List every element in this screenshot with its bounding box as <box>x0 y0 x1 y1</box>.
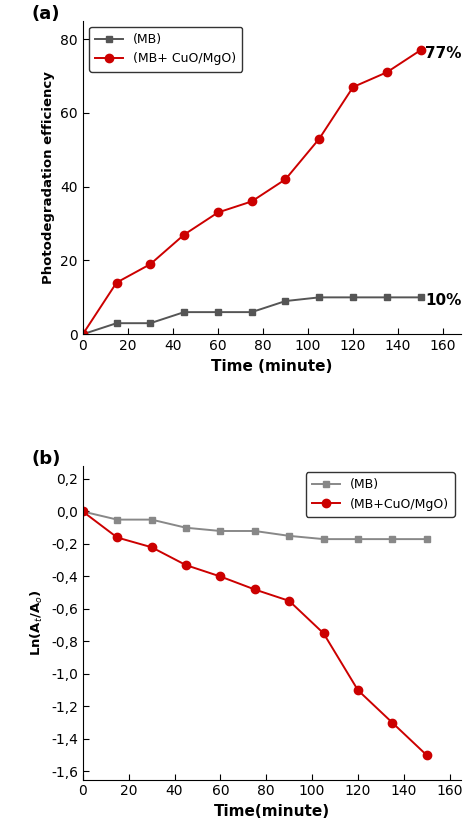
(MB+CuO/MgO) <box>149 542 154 552</box>
Text: 10%: 10% <box>425 293 462 308</box>
Y-axis label: Ln(A$_t$/A$_o$): Ln(A$_t$/A$_o$) <box>29 590 45 656</box>
(MB+CuO/MgO) <box>80 507 86 516</box>
(MB+ CuO/MgO) <box>316 134 322 144</box>
(MB) <box>215 307 221 317</box>
(MB) <box>286 531 292 541</box>
(MB) <box>252 526 258 536</box>
(MB+ CuO/MgO) <box>215 208 221 218</box>
(MB) <box>181 307 187 317</box>
(MB) <box>390 534 395 544</box>
Text: (b): (b) <box>32 450 61 469</box>
(MB) <box>249 307 254 317</box>
Line: (MB): (MB) <box>79 294 424 337</box>
Text: 77%: 77% <box>425 45 462 60</box>
(MB) <box>418 292 423 302</box>
(MB) <box>218 526 223 536</box>
(MB) <box>80 329 86 339</box>
Legend: (MB), (MB+ CuO/MgO): (MB), (MB+ CuO/MgO) <box>89 27 242 72</box>
(MB+CuO/MgO) <box>390 718 395 728</box>
(MB) <box>384 292 390 302</box>
Y-axis label: Photodegradation efficiency: Photodegradation efficiency <box>42 71 55 284</box>
(MB) <box>114 318 119 328</box>
(MB) <box>283 296 289 306</box>
(MB) <box>424 534 429 544</box>
(MB+ CuO/MgO) <box>148 259 153 269</box>
(MB+ CuO/MgO) <box>181 229 187 239</box>
(MB+CuO/MgO) <box>252 585 258 595</box>
(MB+CuO/MgO) <box>321 629 326 639</box>
(MB) <box>80 507 86 516</box>
(MB) <box>149 515 154 525</box>
(MB+ CuO/MgO) <box>418 45 423 55</box>
Line: (MB+ CuO/MgO): (MB+ CuO/MgO) <box>79 46 425 338</box>
(MB) <box>316 292 322 302</box>
(MB+ CuO/MgO) <box>350 82 356 92</box>
(MB+ CuO/MgO) <box>114 278 119 288</box>
(MB+CuO/MgO) <box>424 750 429 760</box>
(MB+CuO/MgO) <box>218 572 223 582</box>
Line: (MB): (MB) <box>79 508 430 543</box>
X-axis label: Time (minute): Time (minute) <box>211 359 333 374</box>
Line: (MB+CuO/MgO): (MB+CuO/MgO) <box>79 507 431 760</box>
(MB+CuO/MgO) <box>355 686 361 695</box>
(MB+ CuO/MgO) <box>80 329 86 339</box>
(MB+CuO/MgO) <box>286 596 292 606</box>
(MB) <box>350 292 356 302</box>
(MB+ CuO/MgO) <box>249 196 254 206</box>
(MB) <box>355 534 361 544</box>
(MB+CuO/MgO) <box>114 533 120 543</box>
(MB) <box>321 534 326 544</box>
Text: (a): (a) <box>32 5 60 23</box>
(MB+ CuO/MgO) <box>384 68 390 78</box>
(MB+CuO/MgO) <box>183 560 189 570</box>
X-axis label: Time(minute): Time(minute) <box>214 804 330 819</box>
Legend: (MB), (MB+CuO/MgO): (MB), (MB+CuO/MgO) <box>306 472 455 517</box>
(MB+ CuO/MgO) <box>283 174 289 184</box>
(MB) <box>114 515 120 525</box>
(MB) <box>183 523 189 533</box>
(MB) <box>148 318 153 328</box>
